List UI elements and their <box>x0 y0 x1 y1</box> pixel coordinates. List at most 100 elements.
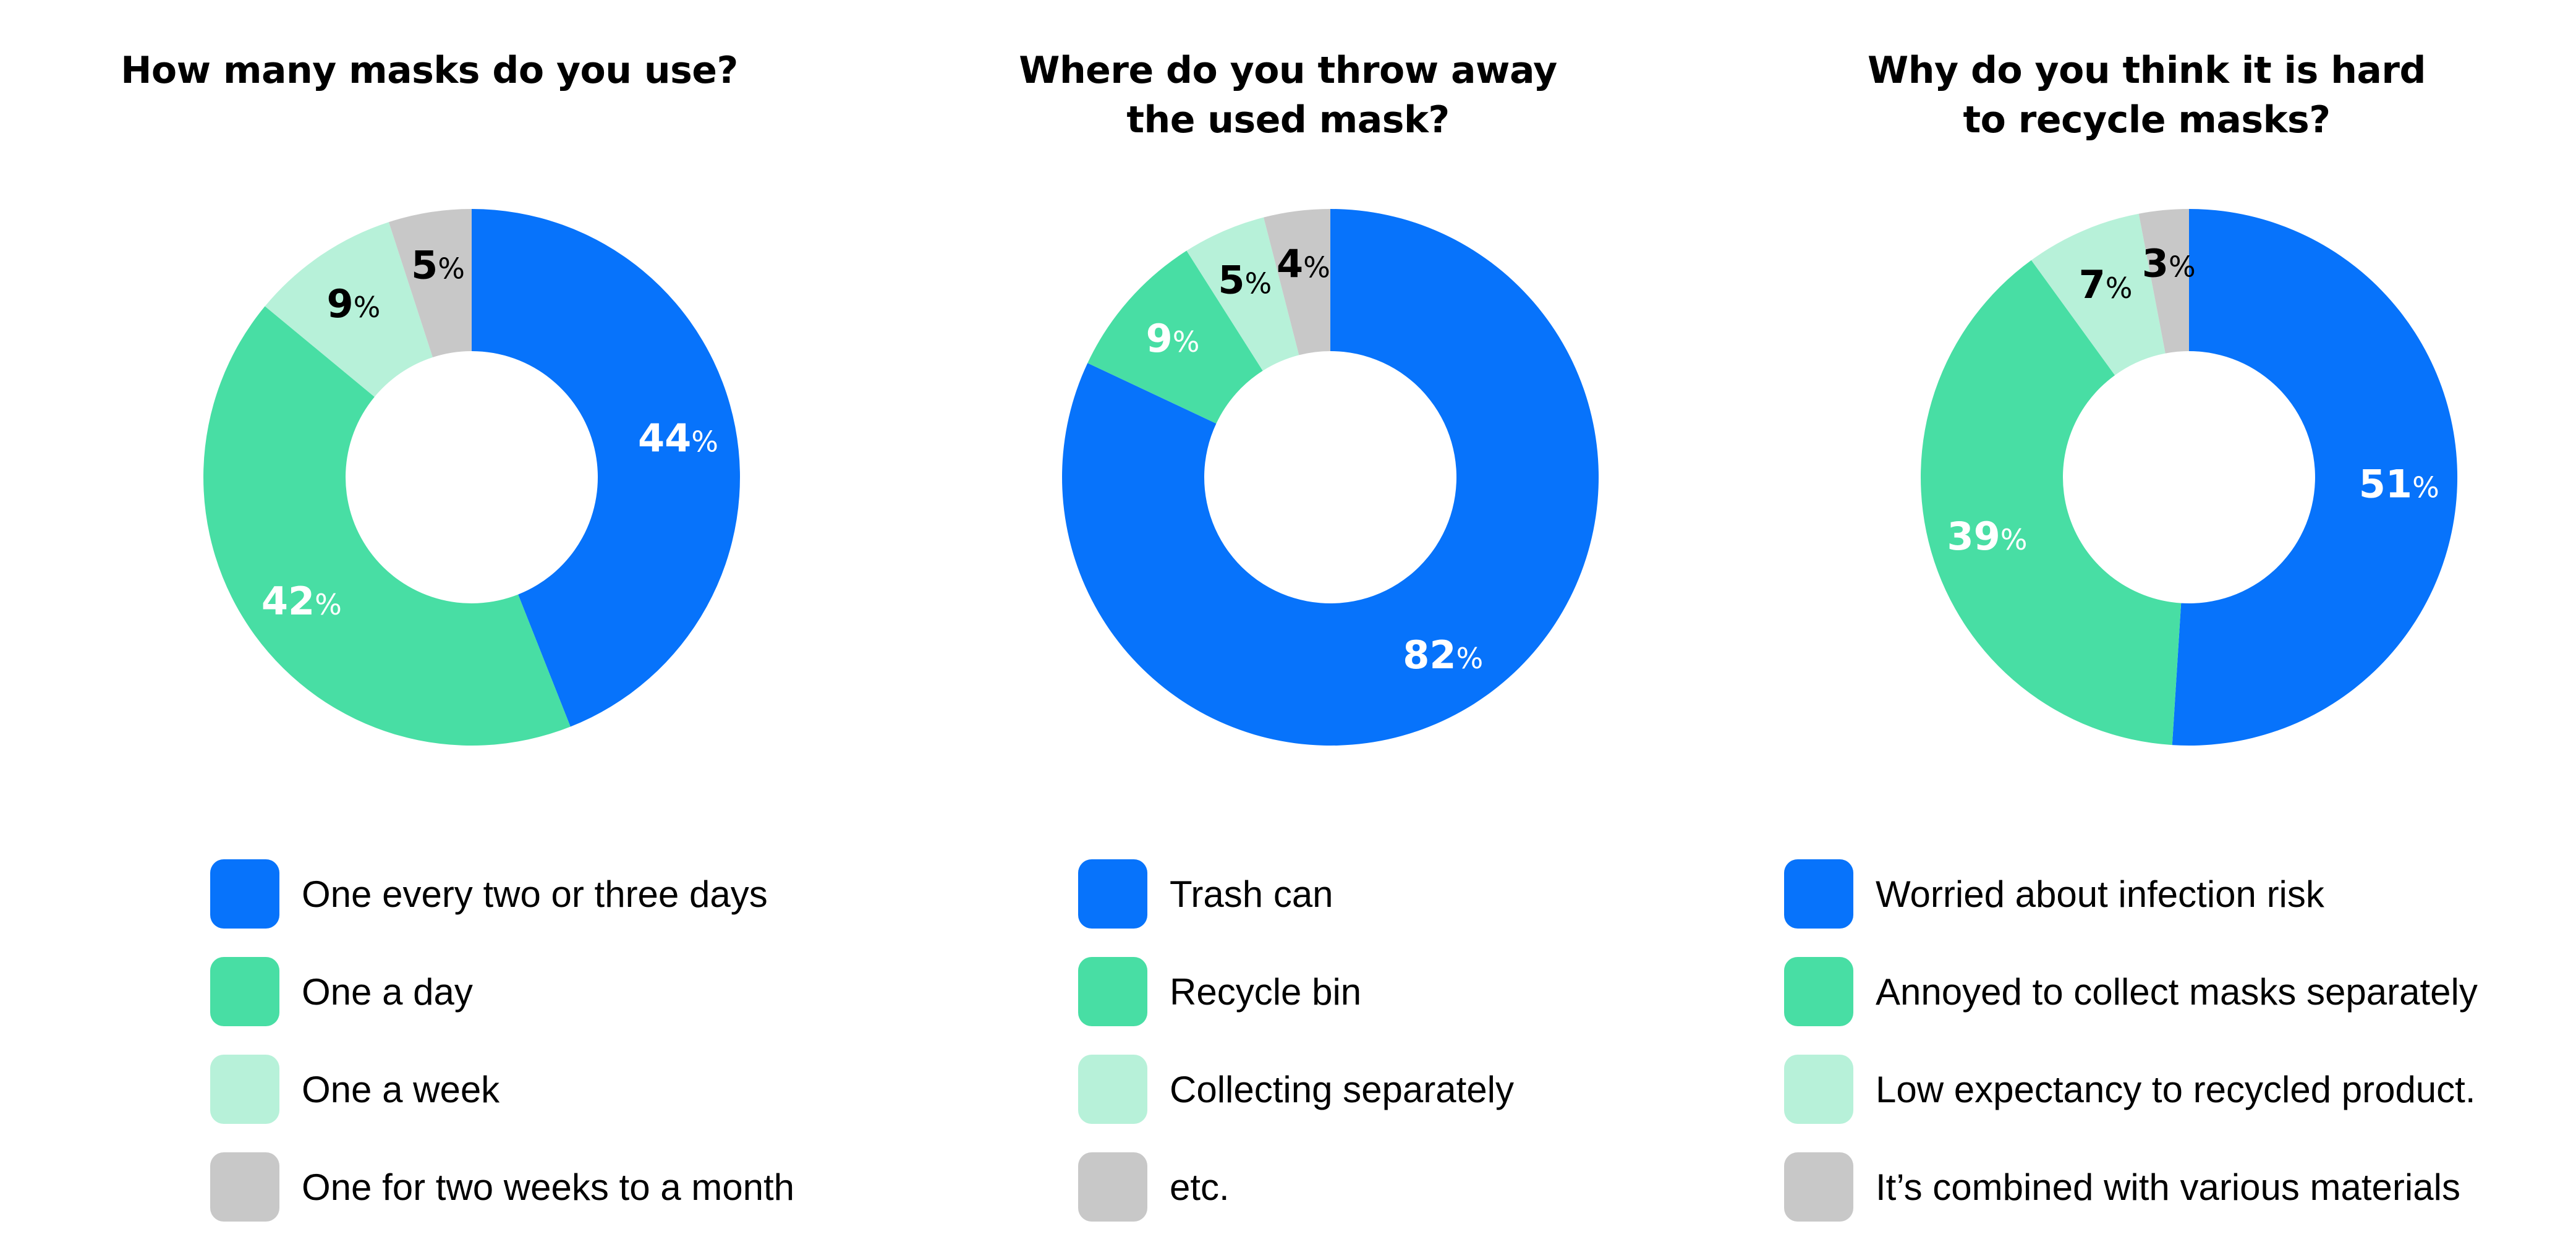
legend-label: etc. <box>1170 1166 1230 1208</box>
legend-swatch <box>1784 957 1853 1026</box>
donut-chart: 82%9%5% 4% <box>1062 209 1599 746</box>
chart-title: Why do you think it is hard to recycle m… <box>1717 46 2576 145</box>
slice-value-number: 5 <box>1218 258 1244 303</box>
chart-panel-throw-away: Where do you throw away the used mask? 8… <box>859 0 1717 1250</box>
legend-swatch <box>1784 1152 1853 1222</box>
donut-slice-collecting-separately <box>1186 217 1299 371</box>
legend-label: Trash can <box>1170 873 1333 915</box>
chart-legend: Worried about infection risk Annoyed to c… <box>1717 859 2576 1230</box>
donut-slice-it-s-combined-with-various-materials <box>2138 209 2189 354</box>
slice-value-label: 7% <box>2079 262 2133 307</box>
legend-label: One a day <box>302 971 473 1013</box>
chart-title-line: the used mask? <box>1126 98 1450 142</box>
legend-swatch <box>210 859 279 929</box>
donut-slice-one-a-week <box>265 222 433 397</box>
legend-item-one-for-two-weeks-to-a-month: One for two weeks to a month <box>210 1152 794 1222</box>
donut-slice-one-a-day <box>203 306 571 746</box>
legend-item-etc: etc. <box>1078 1152 1230 1222</box>
legend-swatch <box>210 1152 279 1222</box>
slice-value-percent-sign: % <box>691 425 718 458</box>
chart-panel-masks-used: How many masks do you use? 44% 42% 9% 5% On… <box>0 0 859 1250</box>
slice-value-percent-sign: % <box>2106 271 2133 305</box>
donut-chart: 44%42%9%5% <box>203 209 740 746</box>
chart-title-line: Where do you throw away <box>1019 49 1557 92</box>
donut-slice-trash-can <box>1062 209 1599 746</box>
chart-legend: One every two or three days One a day One … <box>0 859 859 1230</box>
slice-value-number: 44 <box>638 415 691 461</box>
legend-label: Collecting separately <box>1170 1068 1514 1110</box>
legend-item-annoyed-to-collect-masks-separately: Annoyed to collect masks separately <box>1784 957 2478 1026</box>
legend-item-worried-about-infection-risk: Worried about infection risk <box>1784 859 2324 929</box>
legend-label: One every two or three days <box>302 873 768 915</box>
slice-value-percent-sign: % <box>1173 325 1200 359</box>
slice-value-number: 82 <box>1403 632 1456 678</box>
slice-value-label: 5% <box>411 242 465 287</box>
legend-swatch <box>210 1055 279 1124</box>
donut-slice-annoyed-to-collect-masks-separately <box>1921 260 2182 746</box>
legend-swatch <box>210 957 279 1026</box>
donut-slice-worried-about-infection-risk <box>2172 209 2458 746</box>
slice-value-label: 39% <box>1947 514 2028 559</box>
slice-value-number: 39 <box>1947 514 2000 559</box>
legend-item-one-every-two-or-three-days: One every two or three days <box>210 859 768 929</box>
slice-value-percent-sign: % <box>438 252 465 285</box>
legend-label: Worried about infection risk <box>1876 873 2324 915</box>
slice-value-label: 3% <box>2142 241 2196 286</box>
chart-title-line: Why do you think it is hard <box>1868 49 2426 92</box>
chart-title: How many masks do you use? <box>0 46 859 95</box>
chart-legend: Trash can Recycle bin Collecting separatel… <box>859 859 1717 1230</box>
slice-value-label: 44% <box>638 415 718 461</box>
legend-item-one-a-day: One a day <box>210 957 473 1026</box>
slice-value-label: 82% <box>1403 632 1483 678</box>
donut-slice-one-every-two-or-three-days <box>472 209 740 727</box>
slice-value-number: 4 <box>1277 242 1303 287</box>
slice-value-label: 9% <box>1146 316 1200 361</box>
donut-slice-one-for-two-weeks-to-a-month <box>388 209 472 357</box>
slice-value-number: 42 <box>261 579 315 624</box>
legend-item-it-s-combined-with-various-materials: It’s combined with various materials <box>1784 1152 2460 1222</box>
legend-swatch <box>1078 859 1147 929</box>
slice-value-number: 3 <box>2142 241 2169 286</box>
slice-value-number: 7 <box>2079 262 2106 307</box>
chart-title: Where do you throw away the used mask? <box>859 46 1717 145</box>
slice-value-percent-sign: % <box>1245 267 1272 300</box>
slice-value-label: 51% <box>2359 462 2439 507</box>
legend-swatch <box>1784 859 1853 929</box>
legend-item-low-expectancy-to-recycled-product: Low expectancy to recycled product. <box>1784 1055 2476 1124</box>
slice-value-percent-sign: % <box>315 588 342 621</box>
chart-title-line: How many masks do you use? <box>121 49 738 92</box>
legend-label: It’s combined with various materials <box>1876 1166 2460 1208</box>
legend-item-collecting-separately: Collecting separately <box>1078 1055 1514 1124</box>
slice-value-label: 9% <box>326 281 380 326</box>
legend-swatch <box>1078 1152 1147 1222</box>
slice-value-percent-sign: % <box>1303 251 1330 284</box>
chart-panel-hard-to-recycle: Why do you think it is hard to recycle m… <box>1717 0 2576 1250</box>
legend-item-trash-can: Trash can <box>1078 859 1333 929</box>
slice-value-percent-sign: % <box>2412 471 2439 504</box>
legend-swatch <box>1078 1055 1147 1124</box>
slice-value-percent-sign: % <box>2000 523 2028 556</box>
chart-title-line: to recycle masks? <box>1963 98 2331 142</box>
slice-value-percent-sign: % <box>2169 250 2196 284</box>
donut-slice-etc <box>1264 209 1330 355</box>
slice-value-label: 42% <box>261 579 342 624</box>
legend-label: Annoyed to collect masks separately <box>1876 971 2478 1013</box>
slice-value-label: 4% <box>1277 242 1330 287</box>
legend-label: Low expectancy to recycled product. <box>1876 1068 2476 1110</box>
legend-swatch <box>1078 957 1147 1026</box>
donut-slice-recycle-bin <box>1087 250 1263 424</box>
legend-item-one-a-week: One a week <box>210 1055 499 1124</box>
donut-slice-low-expectancy-to-recycled-product <box>2031 213 2166 375</box>
legend-label: One for two weeks to a month <box>302 1166 795 1208</box>
slice-value-percent-sign: % <box>1456 642 1483 675</box>
slice-value-percent-sign: % <box>354 291 381 324</box>
slice-value-number: 9 <box>1146 316 1173 361</box>
slice-value-label: 5% <box>1218 258 1272 303</box>
donut-chart: 51%39%7%3% <box>1921 209 2458 746</box>
slice-value-number: 5 <box>411 242 438 287</box>
slice-value-number: 51 <box>2359 462 2412 507</box>
legend-item-recycle-bin: Recycle bin <box>1078 957 1361 1026</box>
legend-label: Recycle bin <box>1170 971 1362 1013</box>
legend-swatch <box>1784 1055 1853 1124</box>
slice-value-number: 9 <box>326 281 353 326</box>
